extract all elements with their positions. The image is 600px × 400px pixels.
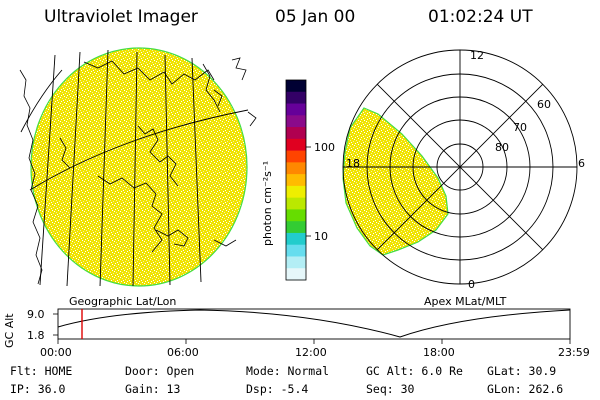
altitude-strip [53, 308, 571, 344]
coastlines-outside [213, 57, 257, 127]
colorbar-strip [286, 115, 306, 128]
polar-grid [342, 49, 578, 285]
colorbar-strip [286, 138, 306, 152]
colorbar-strip [286, 103, 306, 116]
colorbar-strip [286, 256, 306, 269]
altitude-tick-1-8: 1.8 [27, 329, 45, 342]
colorbar-strip [286, 268, 306, 281]
date-label: 05 Jan 00 [275, 7, 356, 27]
status-mode: Mode: Normal [246, 364, 330, 378]
time-tick-0600: 06:00 [167, 346, 199, 359]
status-glat: GLat: 30.9 [487, 364, 557, 378]
mlt-label-12: 12 [470, 49, 484, 62]
mlt-label-18: 18 [346, 157, 360, 170]
mlt-label-6: 6 [578, 157, 585, 170]
status-door: Door: Open [125, 364, 195, 378]
status-seq: Seq: 30 [366, 382, 415, 396]
colorbar-strip [286, 185, 306, 199]
instrument-title: Ultraviolet Imager [44, 7, 198, 27]
status-gain: Gain: 13 [125, 382, 181, 396]
colorbar-strip [286, 244, 306, 258]
time-tick-1800: 18:00 [423, 346, 455, 359]
colorbar-strip [286, 232, 306, 246]
geographic-caption: Geographic Lat/Lon [69, 295, 177, 308]
colorbar-tick-10: 10 [314, 230, 328, 243]
lat-lon-grid [20, 49, 249, 286]
coastlines [19, 60, 237, 285]
colorbar-strip [286, 150, 306, 163]
status-dsp: Dsp: -5.4 [246, 382, 309, 396]
colorbar-strip [286, 91, 306, 105]
status-glon: GLon: 262.6 [487, 382, 564, 396]
time-label: 01:02:24 UT [428, 7, 533, 27]
status-flt: Flt: HOME [10, 364, 73, 378]
colorbar-strip [286, 127, 306, 140]
lat-label-60: 60 [537, 98, 551, 111]
colorbar-strip [286, 174, 306, 187]
colorbar-strip [286, 221, 306, 234]
time-tick-2359: 23:59 [558, 346, 590, 359]
colorbar-strip [286, 197, 306, 211]
colorbar-unit-label: photon cm⁻²s⁻¹ [261, 160, 274, 246]
altitude-curve [57, 309, 571, 338]
time-tick-1200: 12:00 [295, 346, 327, 359]
colorbar-strip [286, 80, 306, 93]
colorbar-tick-100: 100 [314, 141, 335, 154]
status-gcalt: GC Alt: 6.0 Re [366, 364, 463, 378]
lat-label-80: 80 [495, 141, 509, 154]
time-tick-0000: 00:00 [40, 346, 72, 359]
polar-panel [342, 49, 578, 285]
apex-caption: Apex MLat/MLT [424, 295, 507, 308]
auroral-region [342, 107, 449, 256]
status-ip: IP: 36.0 [10, 382, 66, 396]
altitude-tick-9: 9.0 [27, 308, 45, 321]
mlt-label-0: 0 [468, 278, 475, 291]
lat-label-70: 70 [513, 121, 527, 134]
geographic-panel [19, 47, 257, 287]
colorbar [285, 79, 311, 281]
altitude-axis-label: GC Alt [3, 313, 16, 348]
colorbar-strip [286, 209, 306, 222]
earth-disk [30, 47, 248, 287]
colorbar-strip [286, 162, 306, 175]
